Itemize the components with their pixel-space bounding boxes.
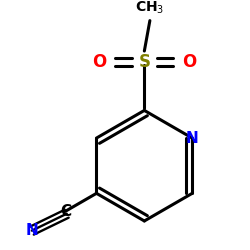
Text: N: N (26, 223, 38, 238)
Text: N: N (186, 130, 198, 146)
Text: C: C (60, 204, 71, 219)
Text: O: O (182, 53, 196, 71)
Text: CH$_3$: CH$_3$ (135, 0, 164, 16)
Text: O: O (92, 53, 106, 71)
Text: S: S (138, 53, 150, 71)
